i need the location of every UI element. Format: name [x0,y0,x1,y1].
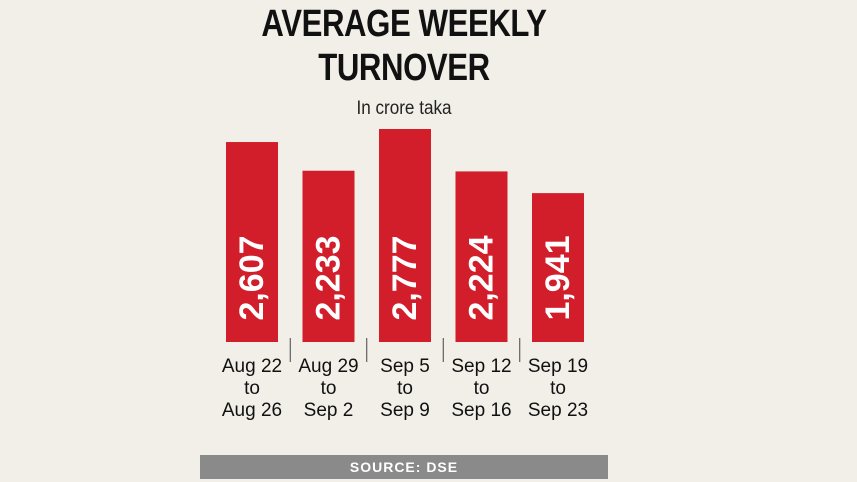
bar-5 [532,193,584,342]
category-label-4-line-1: Sep 12 [451,356,511,377]
category-label-1-line-2: to [244,378,260,399]
source-bar: SOURCE: DSE [200,455,608,479]
title-line-1: AVERAGE WEEKLY [261,3,547,45]
category-label-2-line-1: Aug 29 [298,356,358,377]
bar-2 [302,170,355,342]
bar-value-label-4: 2,224 [463,235,501,320]
bar-value-label-5: 1,941 [539,235,577,320]
bar-value-label-2: 2,233 [310,235,348,320]
category-label-5-line-2: to [550,378,566,399]
category-label-3-line-2: to [397,378,413,399]
category-label-2-line-3: Sep 2 [304,400,354,421]
bar-4 [455,171,508,342]
title-line-2: TURNOVER [318,47,490,89]
chart-subtitle: In crore taka [356,98,452,119]
bar-value-label-1: 2,607 [233,235,271,320]
category-label-1-line-1: Aug 22 [222,356,282,377]
bar-1 [226,142,278,342]
category-label-3-line-3: Sep 9 [380,400,430,421]
bar-value-label-3: 2,777 [386,235,424,320]
category-label-5-line-1: Sep 19 [528,356,588,377]
category-label-1-line-3: Aug 26 [222,400,282,421]
bar-3 [379,129,431,342]
category-label-4-line-2: to [474,378,490,399]
category-label-4-line-3: Sep 16 [451,400,511,421]
category-label-5-line-3: Sep 23 [528,400,588,421]
chart-title: AVERAGE WEEKLY TURNOVER [237,2,572,90]
category-label-3-line-1: Sep 5 [380,356,430,377]
category-label-2-line-2: to [321,378,337,399]
